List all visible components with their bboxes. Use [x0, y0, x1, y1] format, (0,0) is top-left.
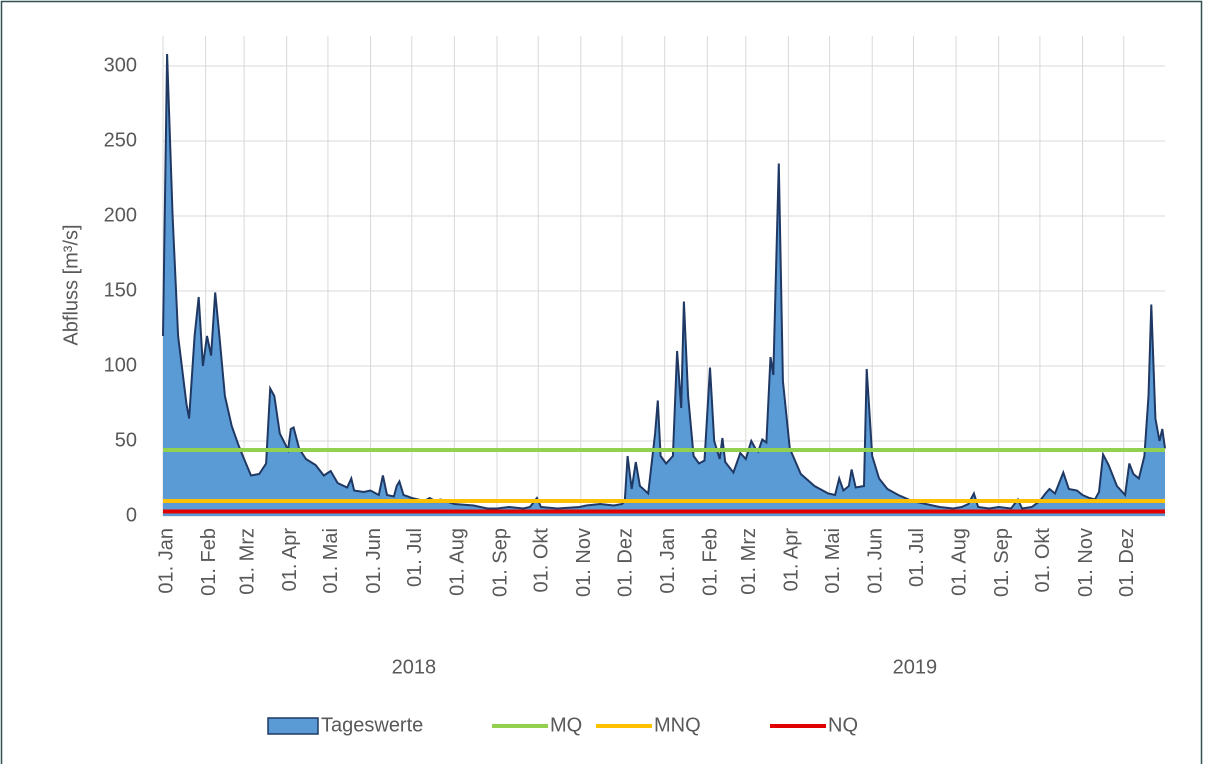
legend-swatch	[267, 717, 319, 735]
y-tick-label: 200	[104, 204, 137, 226]
x-tick-label: 01. Mrz	[738, 528, 760, 595]
x-tick-label: 01. Aug	[948, 528, 970, 596]
x-tick-label: 01. Feb	[198, 528, 220, 596]
x-tick-label: 01. Jun	[363, 528, 385, 594]
y-tick-label: 0	[126, 504, 137, 526]
x-tick-label: 01. Sep	[489, 528, 511, 597]
x-tick-label: 01. Aug	[447, 528, 469, 596]
x-tick-label: 01. Jan	[155, 528, 177, 594]
x-tick-label: 01. Nov	[573, 528, 595, 597]
x-tick-label: 01. Apr	[279, 528, 301, 592]
x-tick-label: 01. Jul	[404, 528, 426, 587]
legend-label: MQ	[550, 714, 582, 736]
y-tick-label: 100	[104, 354, 137, 376]
x-tick-label: 01. Apr	[781, 528, 803, 592]
y-tick-label: 150	[104, 279, 137, 301]
x-tick-label: 01. Jan	[657, 528, 679, 594]
x-tick-label: 01. Feb	[700, 528, 722, 596]
area-outline	[162, 53, 1166, 510]
x-tick-label: 01. Mrz	[236, 528, 258, 595]
x-tick-label: 01. Dez	[1116, 528, 1138, 597]
legend-label: NQ	[828, 714, 858, 736]
x-group-label: 2019	[893, 656, 938, 678]
x-tick-label: 01. Nov	[1075, 528, 1097, 597]
x-tick-label: 01. Jun	[865, 528, 887, 594]
legend-label: Tageswerte	[321, 714, 423, 736]
x-tick-label: 01. Mai	[822, 528, 844, 594]
x-group-label: 2018	[392, 656, 437, 678]
y-tick-label: 300	[104, 54, 137, 76]
x-tick-label: 01. Sep	[991, 528, 1013, 597]
x-tick-label: 01. Okt	[531, 528, 553, 593]
x-tick-label: 01. Dez	[614, 528, 636, 597]
legend-label: MNQ	[654, 714, 701, 736]
area	[163, 54, 1165, 516]
x-tick-label: 01. Jul	[906, 528, 928, 587]
x-tick-label: 01. Mai	[320, 528, 342, 594]
x-tick-label: 01. Okt	[1032, 528, 1054, 593]
y-axis-label: Abfluss [m³/s]	[60, 224, 82, 345]
y-tick-label: 250	[104, 129, 137, 151]
y-tick-label: 50	[115, 429, 137, 451]
